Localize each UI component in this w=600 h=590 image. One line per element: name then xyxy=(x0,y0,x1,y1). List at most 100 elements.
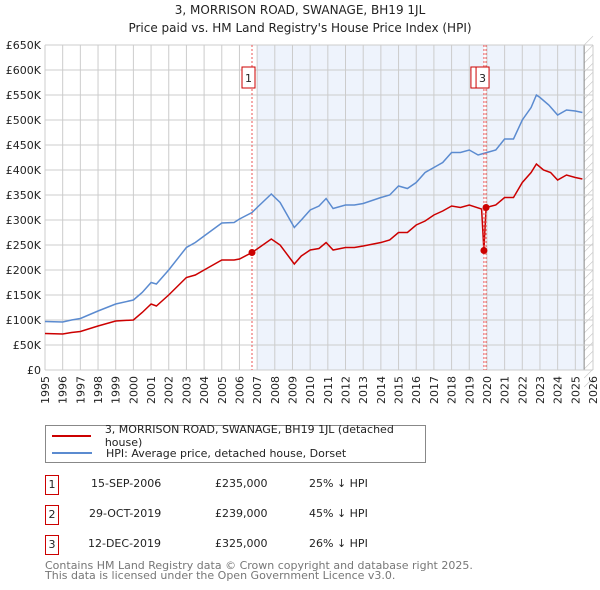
sale-label-3: 3 xyxy=(479,72,486,85)
x-tick-label: 2015 xyxy=(393,376,406,404)
x-tick-label: 2017 xyxy=(428,376,441,404)
legend-label: HPI: Average price, detached house, Dors… xyxy=(106,446,347,460)
x-tick-label: 2013 xyxy=(357,376,370,404)
y-tick-label: £100K xyxy=(6,314,42,327)
hatch-line xyxy=(583,323,594,334)
chart-title: 3, MORRISON ROAD, SWANAGE, BH19 1JL xyxy=(175,3,426,17)
x-tick-label: 2020 xyxy=(481,376,494,404)
x-tick-label: 2003 xyxy=(180,376,193,404)
hatch-line xyxy=(583,278,594,289)
hatch-line xyxy=(583,62,594,73)
hatch-line xyxy=(583,377,594,388)
footer-copyright: Contains HM Land Registry data © Crown c… xyxy=(45,559,473,572)
y-tick-label: £500K xyxy=(6,114,42,127)
sale-row: 1 15-SEP-2006 £235,000 25% ↓ HPI xyxy=(45,475,465,495)
x-tick-label: 1997 xyxy=(74,376,87,404)
hatch-line xyxy=(583,125,594,136)
y-tick-label: £200K xyxy=(6,264,42,277)
y-tick-label: £650K xyxy=(6,39,42,52)
x-tick-label: 2016 xyxy=(410,376,423,404)
sale-label-1: 1 xyxy=(245,72,252,85)
x-tick-label: 2026 xyxy=(587,376,600,404)
y-tick-label: £150K xyxy=(6,289,42,302)
y-tick-label: £400K xyxy=(6,164,42,177)
hatch-line xyxy=(583,206,594,217)
sale-hpi-diff: 45% ↓ HPI xyxy=(309,507,368,520)
x-tick-label: 1998 xyxy=(92,376,105,404)
x-tick-label: 1999 xyxy=(110,376,123,404)
x-tick-label: 2007 xyxy=(251,376,264,404)
hatch-line xyxy=(583,188,594,199)
sale-row: 3 12-DEC-2019 £325,000 26% ↓ HPI xyxy=(45,535,465,555)
hatch-line xyxy=(583,260,594,271)
x-tick-label: 2002 xyxy=(163,376,176,404)
x-tick-label: 2025 xyxy=(569,376,582,404)
sale-label-box-3 xyxy=(475,66,490,89)
forecast-hatch-area xyxy=(584,45,593,370)
x-tick-label: 2024 xyxy=(552,376,565,404)
hatch-line xyxy=(583,107,594,118)
price-paid-line xyxy=(44,162,583,335)
hatch-line xyxy=(583,197,594,208)
shaded-period xyxy=(257,45,484,370)
x-tick-label: 2018 xyxy=(446,376,459,404)
sale-date: 12-DEC-2019 xyxy=(88,537,162,550)
y-tick-label: £350K xyxy=(6,189,42,202)
hatch-line xyxy=(583,305,594,316)
hatch-line xyxy=(583,296,594,307)
hatch-line xyxy=(583,269,594,280)
y-tick-label: £0 xyxy=(27,364,41,377)
x-tick-label: 2005 xyxy=(216,376,229,404)
hatch-line xyxy=(583,341,594,352)
y-tick-label: £600K xyxy=(6,64,42,77)
x-tick-label: 2010 xyxy=(304,376,317,404)
sale-row: 2 29-OCT-2019 £239,000 45% ↓ HPI xyxy=(45,505,465,525)
sale-hpi-diff: 26% ↓ HPI xyxy=(309,537,368,550)
sale-date: 29-OCT-2019 xyxy=(89,507,162,520)
x-tick-label: 2023 xyxy=(534,376,547,404)
hatch-line xyxy=(583,287,594,298)
legend: 3, MORRISON ROAD, SWANAGE, BH19 1JL (det… xyxy=(45,423,426,463)
hatch-line xyxy=(583,53,594,64)
hatch-line xyxy=(583,224,594,235)
legend-item-hpi: HPI: Average price, detached house, Dors… xyxy=(52,445,346,461)
hatch-line xyxy=(583,170,594,181)
hatch-line xyxy=(583,359,594,370)
hatch-line xyxy=(583,350,594,361)
y-tick-label: £300K xyxy=(6,214,42,227)
hatch-line xyxy=(583,80,594,91)
x-tick-label: 2004 xyxy=(198,376,211,404)
x-tick-label: 2000 xyxy=(127,376,140,404)
sale-price: £235,000 xyxy=(215,477,268,490)
x-tick-label: 2012 xyxy=(340,376,353,404)
legend-item-property: 3, MORRISON ROAD, SWANAGE, BH19 1JL (det… xyxy=(52,423,425,449)
sale-point-3 xyxy=(482,204,490,211)
footer: Contains HM Land Registry data © Crown c… xyxy=(45,559,473,581)
sale-price: £325,000 xyxy=(215,537,268,550)
hatch-line xyxy=(583,368,594,379)
y-tick-label: £550K xyxy=(6,89,42,102)
x-tick-label: 1995 xyxy=(39,376,52,404)
hatch-line xyxy=(583,44,594,55)
sale-point-2 xyxy=(480,247,488,254)
hatch-line xyxy=(583,71,594,82)
x-tick-label: 2011 xyxy=(322,376,335,404)
hatch-line xyxy=(583,143,594,154)
legend-swatch-blue xyxy=(52,452,92,454)
hatch-line xyxy=(583,215,594,226)
x-tick-label: 1996 xyxy=(57,376,70,404)
legend-swatch-red xyxy=(52,435,91,437)
x-tick-label: 2022 xyxy=(516,376,529,404)
hatch-line xyxy=(583,35,594,46)
hpi-line xyxy=(44,93,583,323)
hatch-line xyxy=(583,98,594,109)
hatch-line xyxy=(583,251,594,262)
hatch-line xyxy=(583,233,594,244)
sale-price: £239,000 xyxy=(215,507,268,520)
sale-marker-badge: 3 xyxy=(45,535,59,555)
hatch-line xyxy=(583,134,594,145)
legend-label: 3, MORRISON ROAD, SWANAGE, BH19 1JL (det… xyxy=(104,423,394,449)
x-tick-label: 2001 xyxy=(145,376,158,404)
hatch-line xyxy=(583,152,594,163)
